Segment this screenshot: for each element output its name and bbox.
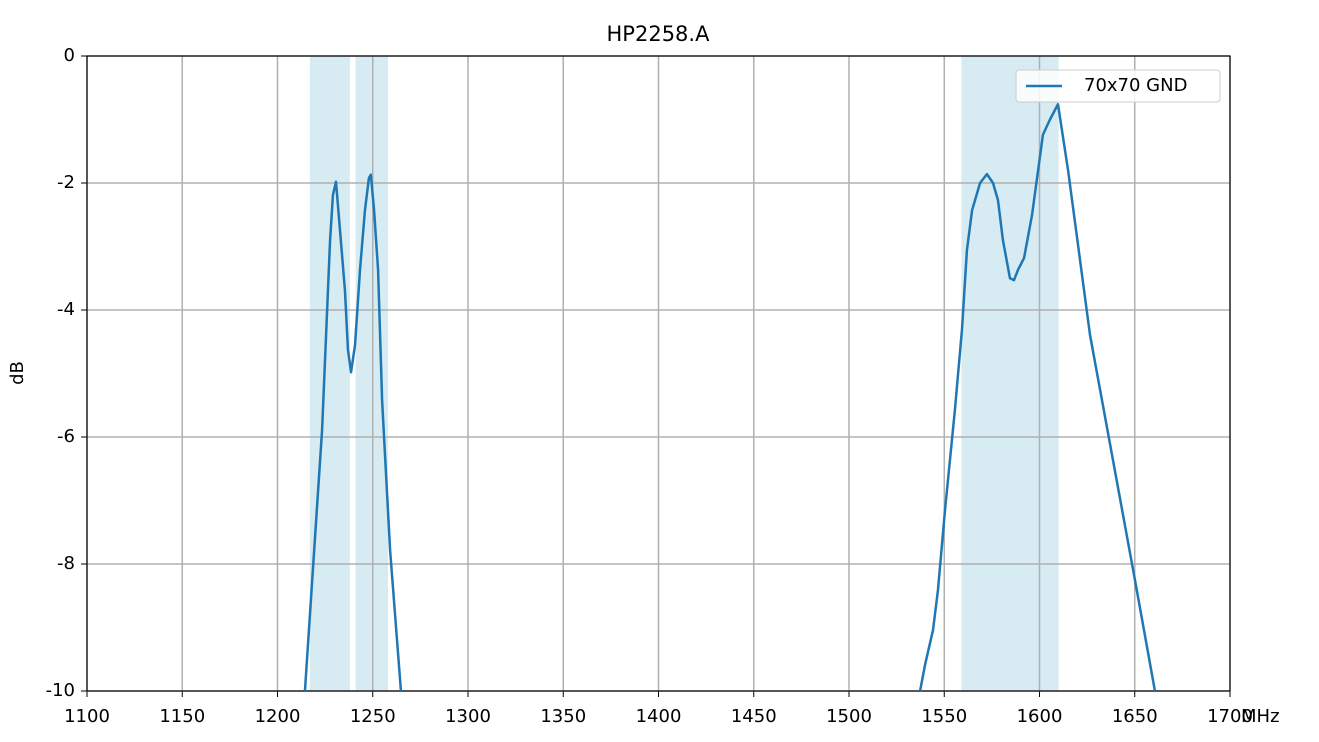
band (309, 56, 350, 691)
x-tick-label: 1400 (636, 706, 682, 727)
chart-title: HP2258.A (607, 22, 711, 46)
plot-frame (86, 55, 1231, 692)
y-axis-label: dB (7, 361, 28, 385)
x-tick-label: 1300 (445, 706, 491, 727)
legend-box (1015, 69, 1221, 103)
x-tick-label: 1350 (540, 706, 586, 727)
x-tick-label: 1550 (921, 706, 967, 727)
x-axis-label: MHz (1241, 706, 1280, 727)
x-tick-label: 1700 (1207, 706, 1253, 727)
x-tick-label: 1250 (350, 706, 396, 727)
legend: 70x70 GND (1015, 69, 1221, 103)
y-tick-label: -8 (57, 553, 75, 574)
y-tick-label: -6 (57, 426, 75, 447)
legend-label: 70x70 GND (1084, 75, 1187, 96)
x-tick-label: 1200 (255, 706, 301, 727)
band (355, 56, 388, 691)
x-tick-label: 1450 (731, 706, 777, 727)
x-tick-label: 1600 (1017, 706, 1063, 727)
x-tick-label: 1650 (1112, 706, 1158, 727)
y-tick-label: -2 (57, 172, 75, 193)
x-tick-label: 1500 (826, 706, 872, 727)
y-tick-label: 0 (64, 45, 75, 66)
y-tick-label: -4 (57, 299, 75, 320)
y-tick-label: -10 (46, 680, 75, 701)
x-tick-label: 1100 (64, 706, 110, 727)
band (961, 56, 1059, 691)
x-tick-label: 1150 (159, 706, 205, 727)
line (303, 103, 1157, 692)
